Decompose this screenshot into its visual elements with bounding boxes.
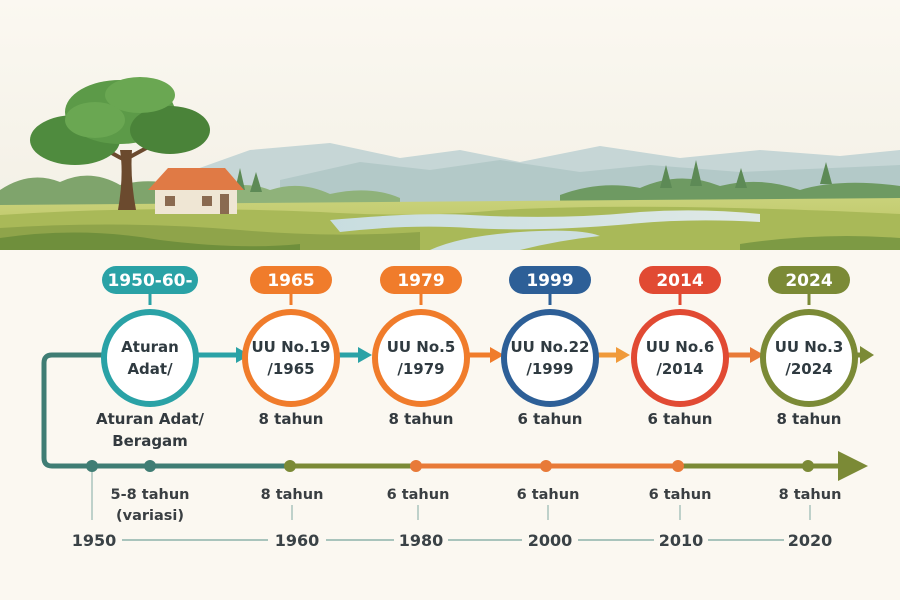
year-badge-6: 2024 — [768, 266, 850, 305]
circle-label-line2: /2024 — [785, 360, 832, 378]
duration-label-5: 6 tahun — [648, 410, 713, 428]
year-label-3: 1980 — [399, 531, 444, 550]
track-dot — [144, 460, 156, 472]
badge-pill — [102, 266, 198, 294]
badge-pill — [509, 266, 591, 294]
circle-ring — [760, 309, 858, 407]
track-dots — [86, 460, 814, 472]
circle-arrows — [198, 346, 874, 364]
badge-pill — [768, 266, 850, 294]
circle-label-line2: /1999 — [526, 360, 573, 378]
lower-label-3: 6 tahun — [387, 487, 450, 503]
lower-label-1-line2: (variasi) — [116, 508, 184, 524]
track-dot — [540, 460, 552, 472]
year-badge-3: 1979 — [380, 266, 462, 305]
connector-line — [41, 352, 104, 469]
year-label-5: 2010 — [659, 531, 704, 550]
track-dot — [410, 460, 422, 472]
milestone-circle-1: Aturan Adat/ — [101, 309, 199, 407]
year-label-1: 1950 — [72, 531, 117, 550]
lower-label-6: 8 tahun — [779, 487, 842, 503]
circle-label-line1: UU No.19 — [251, 338, 330, 356]
track-dot — [672, 460, 684, 472]
year-badges: 1950-60- 1965 1979 1999 2014 2024 — [102, 266, 850, 305]
circle-label-line1: Aturan — [121, 338, 179, 356]
year-badge-4: 1999 — [509, 266, 591, 305]
circle-label-line2: /1965 — [267, 360, 314, 378]
landscape-illustration — [0, 0, 900, 250]
year-label-4: 2000 — [528, 531, 573, 550]
circle-ring — [101, 309, 199, 407]
badge-label: 2024 — [785, 271, 832, 291]
badge-label: 1999 — [526, 271, 573, 291]
duration-label-1-line2: Beragam — [112, 432, 188, 450]
badge-label: 2014 — [656, 271, 703, 291]
tick-lines — [91, 472, 811, 520]
circle-ring — [631, 309, 729, 407]
badge-label: 1979 — [397, 271, 444, 291]
lower-label-4: 6 tahun — [517, 487, 580, 503]
year-badge-2: 1965 — [250, 266, 332, 305]
circle-label-line2: Adat/ — [127, 360, 173, 378]
badge-pill — [380, 266, 462, 294]
duration-label-4: 6 tahun — [518, 410, 583, 428]
circle-label-line1: UU No.6 — [646, 338, 715, 356]
circle-label-line1: UU No.5 — [387, 338, 456, 356]
lower-label-5: 6 tahun — [649, 487, 712, 503]
milestone-circle-2: UU No.19/1965 — [242, 309, 340, 407]
milestone-circle-3: UU No.5/1979 — [372, 309, 470, 407]
duration-label-2: 8 tahun — [259, 410, 324, 428]
milestone-circle-6: UU No.3/2024 — [760, 309, 858, 407]
circle-label-line1: UU No.3 — [775, 338, 844, 356]
duration-label-3: 8 tahun — [389, 410, 454, 428]
circle-ring — [501, 309, 599, 407]
year-label-2: 1960 — [275, 531, 320, 550]
badge-pill — [639, 266, 721, 294]
badge-label: 1965 — [267, 271, 314, 291]
badge-pill — [250, 266, 332, 294]
circle-ring — [242, 309, 340, 407]
circle-label-line2: /1979 — [397, 360, 444, 378]
track-dot — [86, 460, 98, 472]
circle-label-line1: UU No.22 — [510, 338, 589, 356]
track-dot — [284, 460, 296, 472]
year-label-6: 2020 — [788, 531, 833, 550]
milestone-circle-5: UU No.6/2014 — [631, 309, 729, 407]
milestone-circle-4: UU No.22/1999 — [501, 309, 599, 407]
badge-label: 1950-60- — [107, 271, 192, 291]
lower-label-2: 8 tahun — [261, 487, 324, 503]
year-badge-1: 1950-60- — [102, 266, 198, 305]
duration-label-1-line1: Aturan Adat/ — [96, 410, 205, 428]
duration-label-6: 8 tahun — [777, 410, 842, 428]
track-dot — [802, 460, 814, 472]
circle-label-line2: /2014 — [656, 360, 703, 378]
year-badge-5: 2014 — [639, 266, 721, 305]
circle-ring — [372, 309, 470, 407]
lower-label-1-line1: 5-8 tahun — [111, 487, 190, 503]
